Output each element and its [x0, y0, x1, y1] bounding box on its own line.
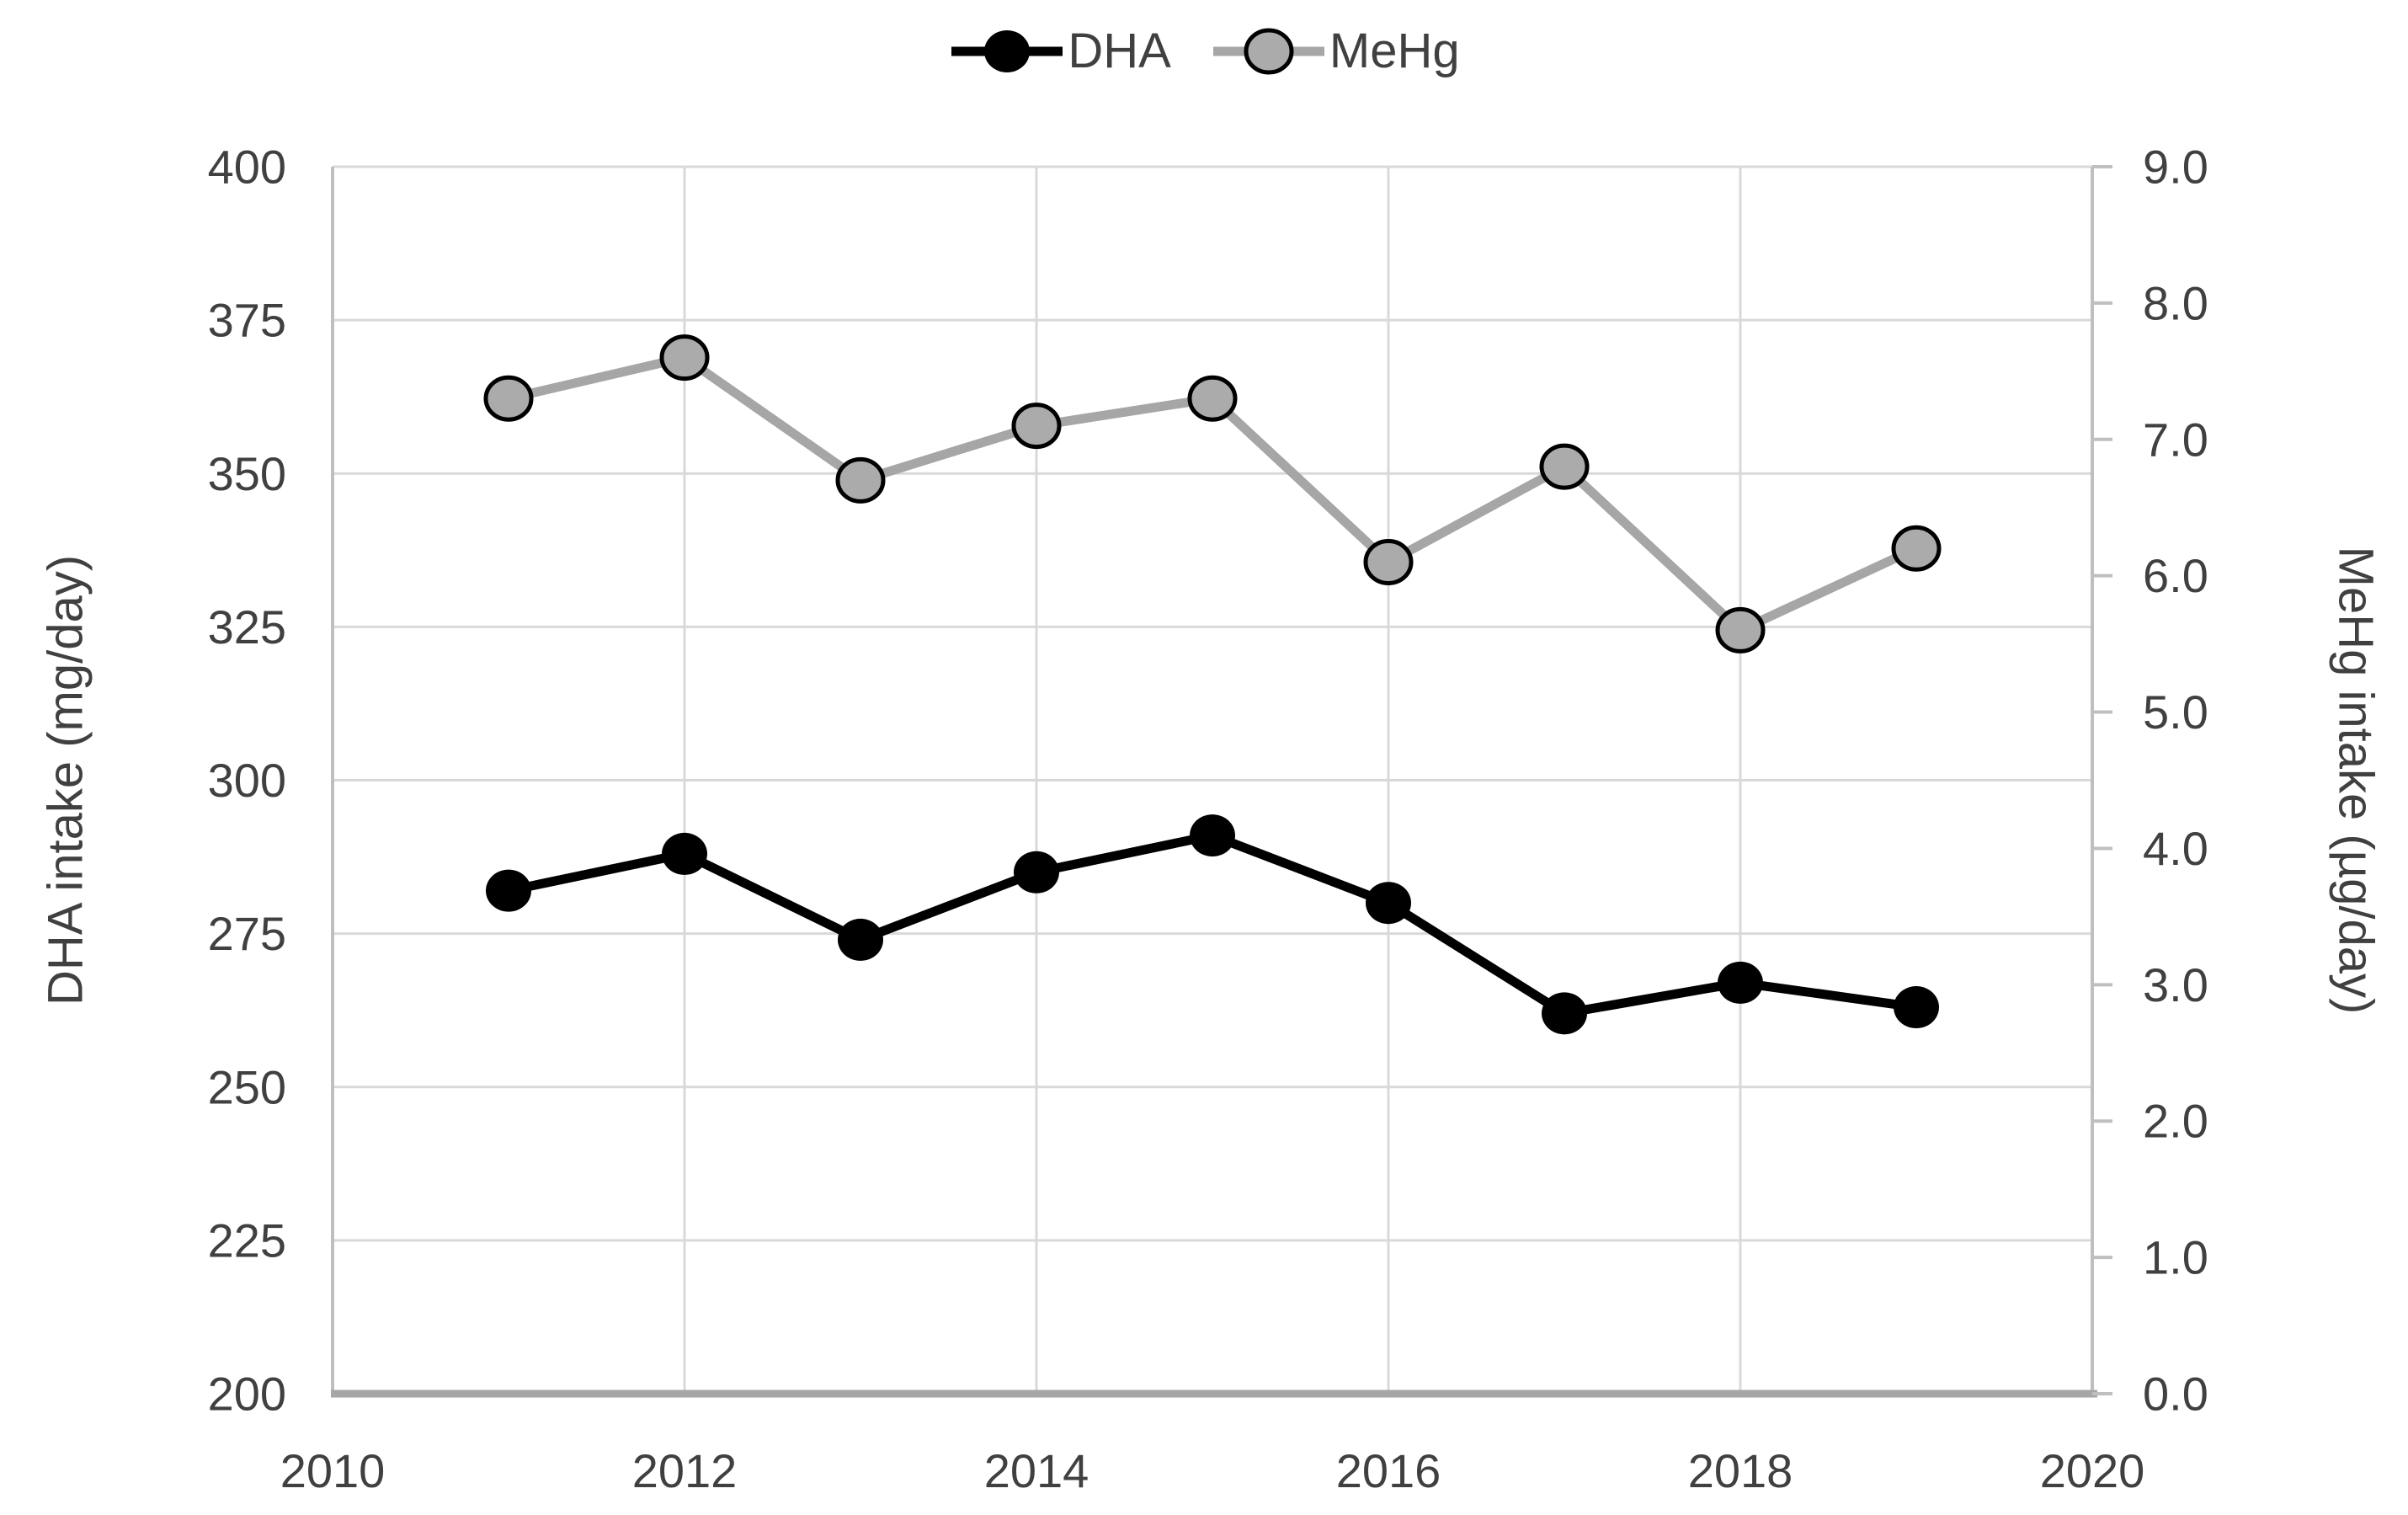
data-marker-dha: [1014, 851, 1059, 894]
right-axis-tick-label: 4.0: [2143, 822, 2208, 875]
right-axis-tick-label: 6.0: [2143, 549, 2208, 602]
mehg-line-marker-icon: [1210, 13, 1328, 89]
data-marker-dha: [838, 918, 883, 961]
right-axis-tick-label: 1.0: [2143, 1231, 2208, 1284]
right-axis-tick-label: 3.0: [2143, 958, 2208, 1011]
x-axis-tick-label: 2012: [632, 1444, 738, 1497]
left-axis-tick-label: 200: [208, 1368, 286, 1421]
data-marker-dha: [1894, 986, 1939, 1029]
data-marker-mehg: [835, 456, 886, 504]
x-axis-tick-label: 2018: [1688, 1444, 1793, 1497]
data-marker-dha: [1718, 961, 1763, 1004]
x-axis-tick-label: 2010: [280, 1444, 386, 1497]
x-axis-tick-label: 2016: [1336, 1444, 1441, 1497]
left-axis-tick-label: 400: [208, 141, 286, 194]
left-axis-tick-label: 225: [208, 1214, 286, 1267]
right-axis-title: MeHg intake (µg/day): [2329, 547, 2384, 1015]
x-axis-tick-label: 2020: [2040, 1444, 2145, 1497]
data-marker-dha: [1542, 992, 1587, 1035]
legend-glyph-svg: [951, 30, 1063, 72]
left-axis-title: DHA intake (mg/day): [39, 555, 93, 1006]
left-axis-tick-label: 350: [208, 447, 286, 500]
series-line-dha: [503, 830, 1921, 1018]
legend-marker: [1244, 28, 1294, 75]
legend-marker: [984, 30, 1031, 72]
data-marker-mehg: [1539, 443, 1590, 490]
data-marker-mehg: [1891, 525, 1942, 572]
left-axis-tick-label: 325: [208, 600, 286, 653]
legend-item-mehg: MeHg: [1210, 13, 1460, 89]
left-axis-tick-label: 250: [208, 1060, 286, 1113]
data-marker-dha: [486, 869, 531, 912]
left-axis-tick-label: 300: [208, 754, 286, 807]
data-marker-mehg: [1011, 403, 1062, 450]
data-marker-mehg: [483, 375, 534, 422]
data-marker-dha: [1366, 882, 1411, 925]
data-marker-dha: [1190, 814, 1235, 857]
right-axis-tick-label: 5.0: [2143, 685, 2208, 739]
legend: DHA MeHg: [0, 13, 2408, 89]
right-axis-tick-label: 9.0: [2143, 141, 2208, 194]
legend-item-dha: DHA: [948, 13, 1171, 89]
right-axis-tick-label: 8.0: [2143, 276, 2208, 329]
data-marker-mehg: [1715, 606, 1766, 653]
left-axis-tick-label: 375: [208, 294, 286, 347]
x-axis-tick-label: 2014: [984, 1444, 1089, 1497]
right-axis-tick-label: 2.0: [2143, 1095, 2208, 1148]
data-marker-dha: [662, 832, 707, 875]
legend-label-mehg: MeHg: [1329, 24, 1460, 78]
left-axis-tick-label: 275: [208, 907, 286, 960]
right-axis-tick-label: 7.0: [2143, 413, 2208, 466]
data-marker-mehg: [659, 334, 710, 381]
legend-label-dha: DHA: [1068, 24, 1171, 78]
legend-glyph-svg: [1212, 28, 1324, 75]
right-axis-tick-label: 0.0: [2143, 1368, 2208, 1421]
data-marker-mehg: [1187, 375, 1238, 422]
data-marker-mehg: [1363, 538, 1414, 585]
dha-line-marker-icon: [948, 13, 1066, 89]
